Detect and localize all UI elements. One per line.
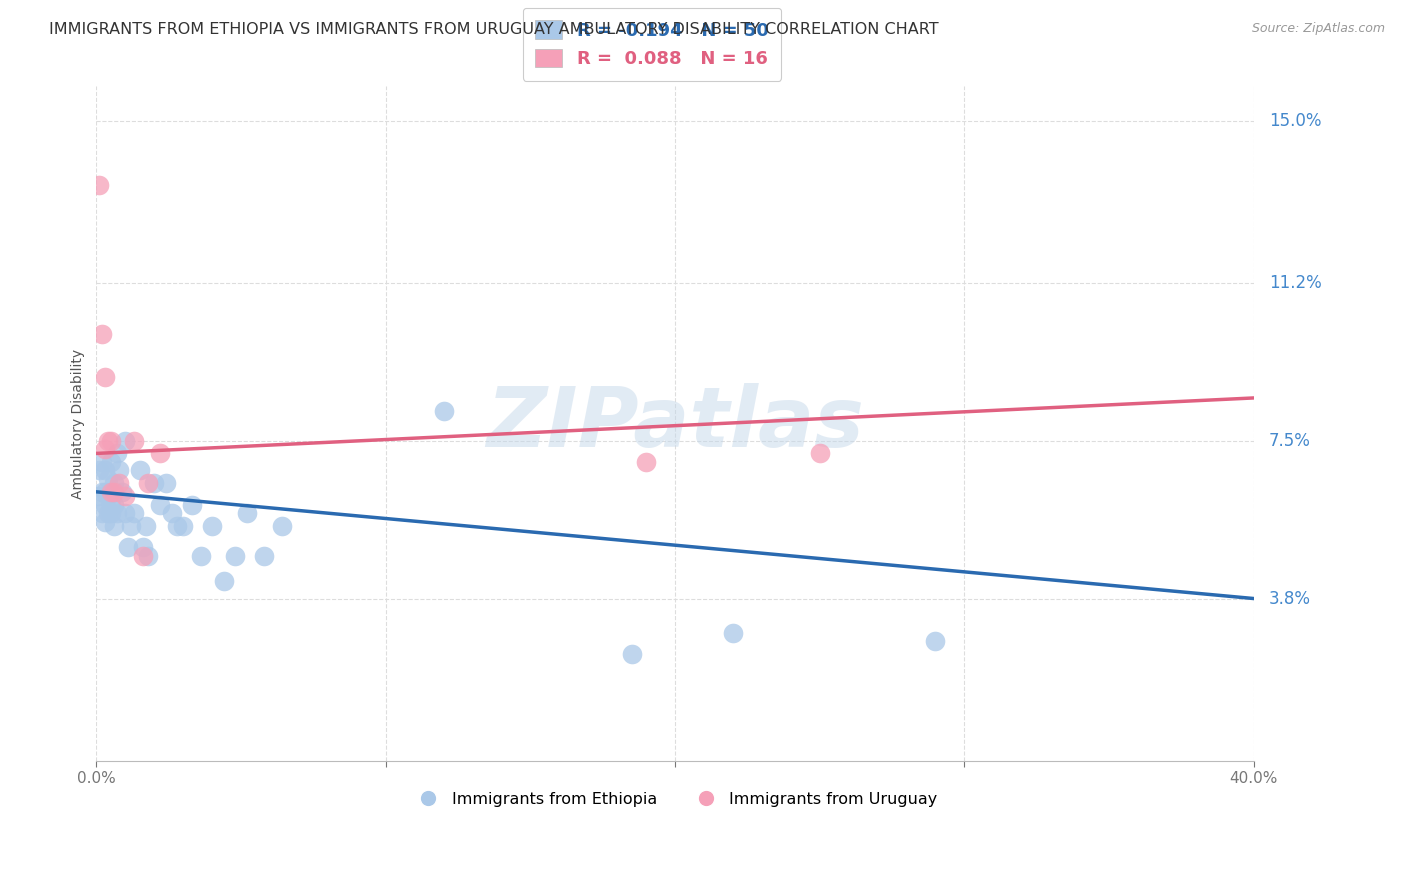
Point [111, 484, 134, 499]
Point [149, 446, 172, 460]
Point [108, 463, 131, 477]
Point [131, 541, 153, 555]
Point [114, 434, 136, 448]
Text: Source: ZipAtlas.com: Source: ZipAtlas.com [1251, 22, 1385, 36]
Point [103, 476, 125, 491]
Point [94, 484, 117, 499]
Text: 7.5%: 7.5% [1268, 432, 1310, 450]
Point [89, 489, 111, 503]
Point [114, 506, 136, 520]
Point [180, 498, 202, 512]
Point [432, 403, 454, 417]
Point [190, 549, 212, 563]
Text: 3.8%: 3.8% [1268, 590, 1310, 607]
Text: 15.0%: 15.0% [1268, 112, 1322, 129]
Point [138, 549, 160, 563]
Point [103, 519, 125, 533]
Point [135, 519, 157, 533]
Point [201, 519, 224, 533]
Point [808, 446, 831, 460]
Point [94, 463, 117, 477]
Point [236, 506, 259, 520]
Point [620, 647, 643, 661]
Point [212, 574, 235, 589]
Point [91, 484, 114, 499]
Point [143, 476, 166, 491]
Point [224, 549, 246, 563]
Point [122, 434, 145, 448]
Point [131, 549, 153, 563]
Point [97, 489, 120, 503]
Point [100, 498, 122, 512]
Point [253, 549, 276, 563]
Legend: Immigrants from Ethiopia, Immigrants from Uruguay: Immigrants from Ethiopia, Immigrants fro… [406, 786, 943, 814]
Text: ZIPatlas: ZIPatlas [486, 383, 865, 464]
Point [97, 472, 120, 486]
Point [100, 484, 122, 499]
Point [108, 476, 131, 491]
Point [97, 506, 120, 520]
Point [636, 455, 658, 469]
Point [103, 484, 125, 499]
Point [721, 625, 744, 640]
Point [270, 519, 292, 533]
Point [100, 506, 122, 520]
Point [91, 326, 114, 341]
Point [94, 369, 117, 384]
Point [94, 498, 117, 512]
Point [160, 506, 183, 520]
Point [120, 519, 142, 533]
Point [117, 541, 139, 555]
Point [100, 434, 122, 448]
Point [97, 434, 120, 448]
Point [149, 498, 172, 512]
Point [155, 476, 177, 491]
Point [100, 455, 122, 469]
Point [122, 506, 145, 520]
Point [91, 506, 114, 520]
Point [166, 519, 188, 533]
Point [89, 178, 111, 192]
Point [114, 489, 136, 503]
Text: 11.2%: 11.2% [1268, 274, 1322, 292]
Point [100, 484, 122, 499]
Point [105, 506, 128, 520]
Point [172, 519, 194, 533]
Text: IMMIGRANTS FROM ETHIOPIA VS IMMIGRANTS FROM URUGUAY AMBULATORY DISABILITY CORREL: IMMIGRANTS FROM ETHIOPIA VS IMMIGRANTS F… [49, 22, 939, 37]
Point [138, 476, 160, 491]
Point [128, 463, 150, 477]
Point [89, 463, 111, 477]
Y-axis label: Ambulatory Disability: Ambulatory Disability [72, 349, 86, 499]
Point [91, 455, 114, 469]
Point [103, 498, 125, 512]
Point [94, 515, 117, 529]
Point [924, 634, 946, 648]
Point [94, 442, 117, 457]
Point [105, 446, 128, 460]
